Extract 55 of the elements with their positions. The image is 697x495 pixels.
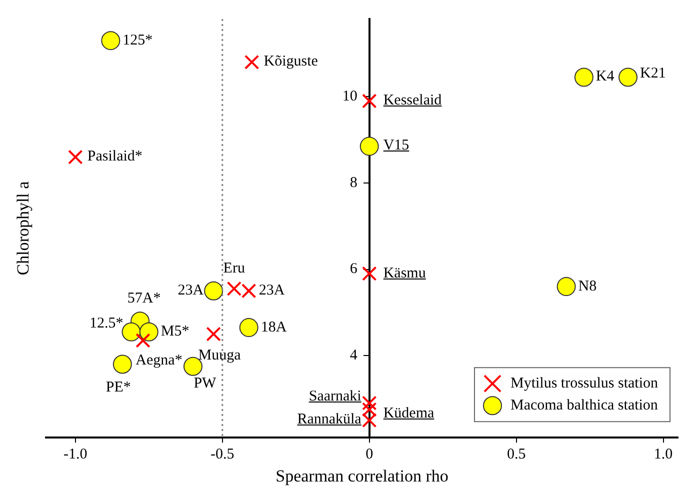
annotation: PW bbox=[194, 376, 216, 393]
point bbox=[362, 266, 377, 281]
annotation: Küdema bbox=[383, 405, 434, 422]
annotation: 23A bbox=[258, 282, 285, 300]
y-tick-label: 10 bbox=[342, 88, 358, 105]
point bbox=[618, 68, 638, 87]
annotation: 23A bbox=[178, 282, 204, 300]
legend-label: Mytilus trossulus station bbox=[510, 376, 658, 392]
x-axis-title: Spearman correlation rho bbox=[276, 466, 448, 486]
annotation: K21 bbox=[640, 66, 666, 83]
y-tick-label: 6 bbox=[350, 261, 358, 278]
annotation: 125* bbox=[122, 32, 153, 50]
x-tick-label: -0.5 bbox=[210, 446, 234, 463]
point bbox=[362, 396, 377, 410]
annotation: 57A* bbox=[127, 290, 161, 308]
x-tick-label: -1.0 bbox=[64, 446, 88, 463]
point bbox=[206, 326, 221, 342]
annotation: M5* bbox=[160, 323, 190, 340]
annotation: 18A bbox=[260, 319, 287, 336]
x-tick-label: 1.0 bbox=[654, 446, 673, 463]
annotation: N8 bbox=[578, 278, 597, 296]
annotation: PE* bbox=[106, 380, 131, 397]
annotation: Rannaküla bbox=[297, 412, 362, 429]
point bbox=[139, 322, 158, 342]
point bbox=[362, 94, 377, 108]
point bbox=[101, 31, 120, 50]
annotation: K4 bbox=[596, 68, 614, 86]
annotation: Kesselaid bbox=[383, 92, 442, 110]
point bbox=[122, 322, 141, 342]
y-tick-label: 8 bbox=[350, 174, 358, 191]
annotation: Muuga bbox=[198, 348, 241, 365]
point bbox=[204, 281, 224, 300]
point bbox=[241, 284, 256, 298]
point bbox=[574, 68, 594, 87]
point bbox=[136, 333, 150, 348]
annotation: Aegna* bbox=[136, 352, 182, 369]
legend-label: Macoma balthica station bbox=[510, 398, 658, 414]
point bbox=[244, 54, 260, 70]
point bbox=[556, 277, 576, 296]
annotation: V15 bbox=[383, 138, 410, 155]
x-tick-label: 0 bbox=[366, 446, 374, 463]
annotation: Eru bbox=[223, 260, 245, 278]
y-tick-label: 4 bbox=[350, 348, 358, 364]
point bbox=[112, 354, 132, 374]
point bbox=[226, 281, 242, 296]
point bbox=[360, 136, 379, 156]
x-tick-label: 0.5 bbox=[506, 446, 526, 463]
annotation: Käsmu bbox=[383, 265, 426, 282]
annotation: Pasilaid* bbox=[87, 148, 142, 166]
point bbox=[239, 318, 258, 338]
point bbox=[68, 150, 83, 164]
annotation: Saarnaki bbox=[308, 388, 362, 406]
y-axis-title: Chlorophyll a bbox=[13, 180, 32, 276]
annotation: 12.5* bbox=[89, 315, 124, 332]
annotation: Kõiguste bbox=[264, 54, 318, 71]
